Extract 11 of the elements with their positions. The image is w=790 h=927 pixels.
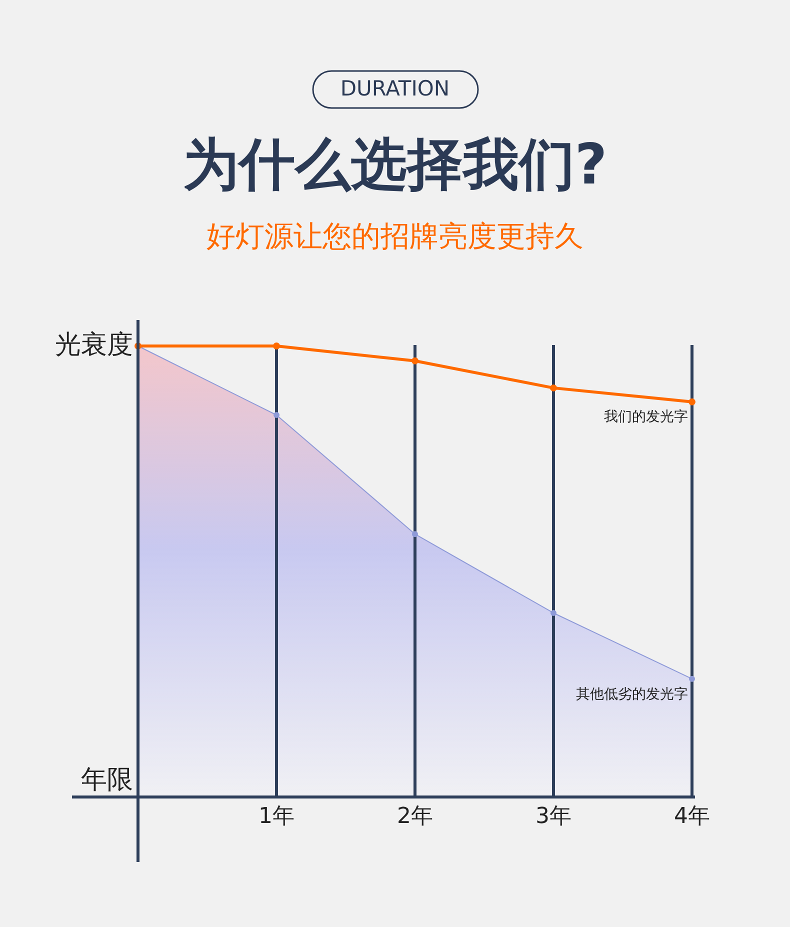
x-axis-title: 年限: [81, 765, 133, 796]
text: DURATION: [340, 76, 450, 101]
x-tick-label: 3年: [536, 804, 572, 830]
chart-subtitle: 好灯源让您的招牌亮度更持久: [206, 218, 584, 253]
y-axis-title: 光衰度: [55, 330, 133, 360]
series-label: 我们的发光字: [604, 408, 688, 425]
x-tick-label: 2年: [397, 804, 433, 830]
x-tick-label: 1年: [258, 804, 294, 830]
series-label: 其他低劣的发光字: [576, 686, 688, 703]
x-tick-label: 4年: [674, 804, 710, 830]
chart-title: 为什么选择我们?: [182, 132, 608, 198]
